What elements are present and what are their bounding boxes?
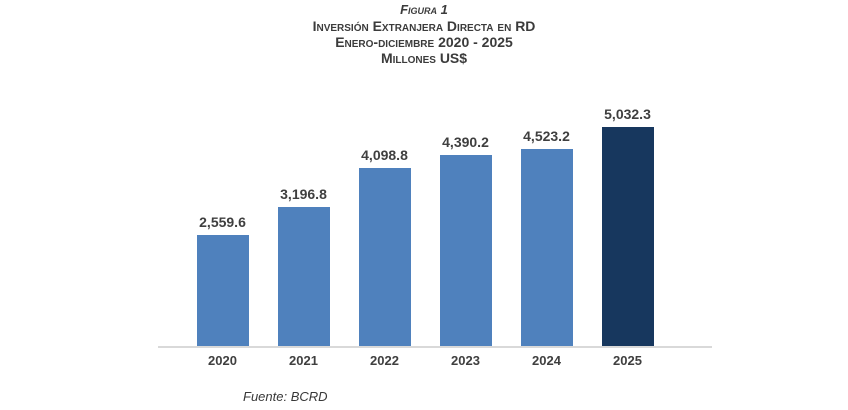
category-label-2025: 2025 [613,353,642,368]
category-label-2020: 2020 [208,353,237,368]
bar-group-2023: 4,390.2 [425,134,506,347]
bar-group-2025: 5,032.3 [587,106,668,347]
plot-area: 2,559.6 3,196.8 4,098.8 4,390.2 4,523.2 5,032… [182,90,668,347]
category-label-2022: 2022 [370,353,399,368]
bar-group-2021: 3,196.8 [263,186,344,347]
value-label-2021: 3,196.8 [280,186,327,202]
value-label-2023: 4,390.2 [442,134,489,150]
source-note: Fuente: BCRD [243,389,328,404]
bar-2022 [358,168,411,347]
value-label-2020: 2,559.6 [199,214,246,230]
chart-period: Enero-diciembre 2020 - 2025 [335,34,513,50]
value-label-2024: 4,523.2 [523,128,570,144]
figure-label: Figura 1 [400,2,448,17]
x-axis-line [158,346,712,348]
bar-2020 [196,235,249,347]
category-label-2021: 2021 [289,353,318,368]
value-label-2025: 5,032.3 [604,106,651,122]
bar-group-2024: 4,523.2 [506,128,587,347]
bar-2023 [439,155,492,347]
category-label-2023: 2023 [451,353,480,368]
bar-group-2022: 4,098.8 [344,147,425,347]
bar-2025 [601,127,654,347]
bar-2024 [520,149,573,347]
bar-2021 [277,207,330,347]
bars-group: 2,559.6 3,196.8 4,098.8 4,390.2 4,523.2 5,032… [182,90,668,347]
x-axis-labels: 2020 2021 2022 2023 2024 2025 [182,353,668,368]
chart-units: Millones US$ [380,50,468,66]
chart-title: Inversión Extranjera Directa en RD [312,18,536,34]
category-label-2024: 2024 [532,353,561,368]
value-label-2022: 4,098.8 [361,147,408,163]
bar-group-2020: 2,559.6 [182,214,263,347]
chart-title-block: Figura 1 Inversión Extranjera Directa en… [0,2,848,66]
